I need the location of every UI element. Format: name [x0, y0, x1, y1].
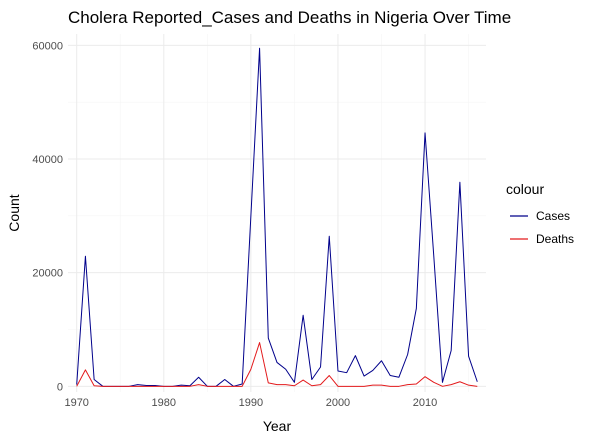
- legend: colour Cases Deaths: [506, 181, 574, 246]
- x-tick-label: 2000: [326, 397, 350, 409]
- x-tick-label: 1980: [152, 397, 176, 409]
- y-axis-title: Count: [6, 194, 22, 231]
- series-line-deaths: [76, 342, 478, 387]
- plot-series: [76, 47, 478, 387]
- plot-grid: [68, 34, 486, 392]
- y-tick-label: 60000: [32, 40, 63, 52]
- x-tick-label: 1990: [239, 397, 263, 409]
- y-tick-label: 40000: [32, 154, 63, 166]
- x-axis-title: Year: [263, 418, 292, 434]
- axis-ticks: 1970 1980 1990 2000 2010 0 20000 40000 60000: [32, 40, 437, 409]
- x-tick-label: 1970: [64, 397, 88, 409]
- chart-title: Cholera Reported_Cases and Deaths in Nig…: [68, 8, 511, 27]
- x-tick-label: 2010: [413, 397, 437, 409]
- legend-label-deaths: Deaths: [536, 232, 574, 246]
- series-line-cases: [76, 47, 478, 387]
- legend-title: colour: [506, 181, 544, 197]
- legend-label-cases: Cases: [536, 209, 570, 223]
- y-tick-label: 20000: [32, 268, 63, 280]
- y-tick-label: 0: [57, 381, 63, 393]
